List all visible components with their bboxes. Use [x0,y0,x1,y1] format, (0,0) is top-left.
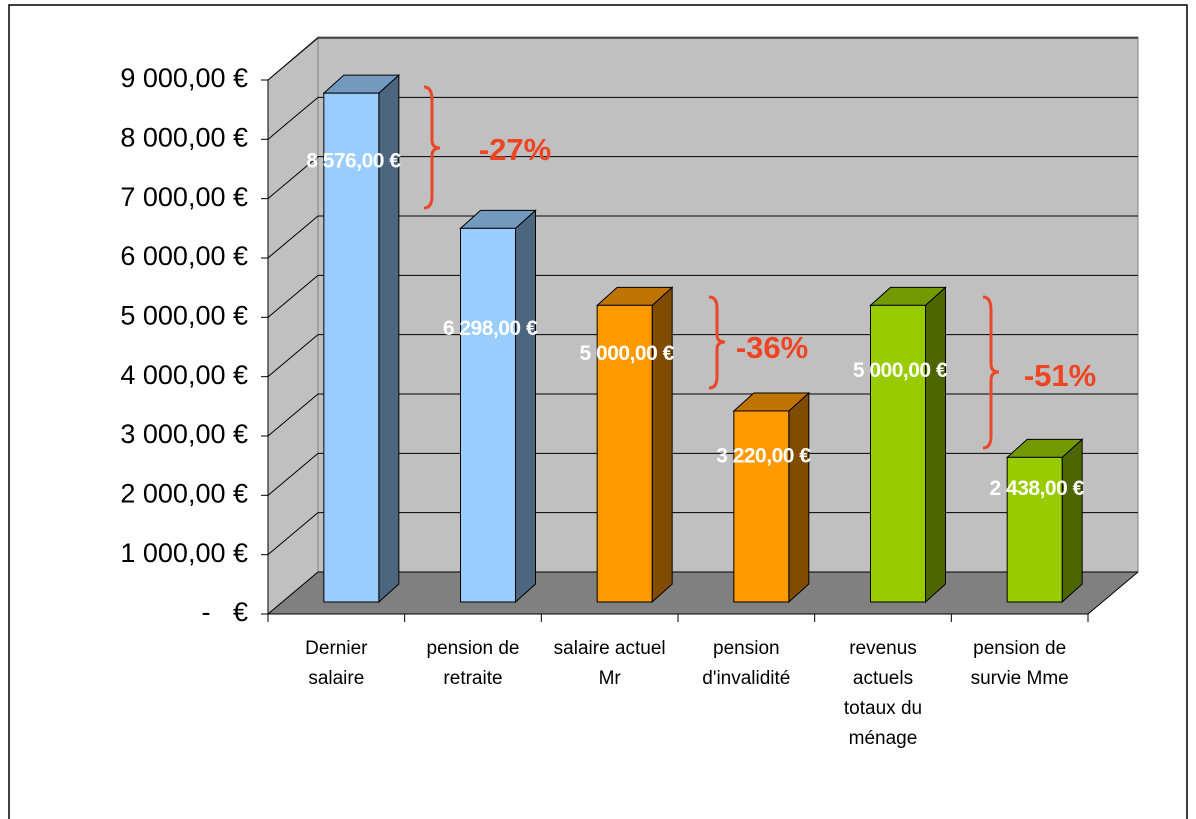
bar-side [651,286,673,604]
brace [982,295,1000,450]
bar-front [733,410,790,603]
grid-line [267,452,319,496]
brace [423,85,441,210]
annotation: -27% [479,132,551,167]
grid-line [267,156,319,200]
x-tick-label: pension de survie Mme [970,638,1069,689]
bar [732,391,811,604]
bar-side [1061,438,1083,604]
grid-line [267,274,319,318]
bar [322,74,401,604]
grid-line [267,393,319,437]
value-label: 3 220,00 € [716,444,811,467]
y-tick-label: 9 000,00 € [120,63,248,93]
bar [595,286,674,604]
x-tick-label: salaire actuel Mr [553,638,666,689]
bar-front [323,92,380,603]
braces [423,85,1000,450]
grid-line [267,512,319,556]
y-tick-label: 7 000,00 € [120,182,248,212]
y-tick-label: 3 000,00 € [120,419,248,449]
side-wall [267,35,319,616]
x-tick-label: Dernier salaire [305,638,368,689]
grid-line [267,334,319,378]
bar-front [1006,456,1063,603]
y-tick-label: 4 000,00 € [120,360,248,390]
value-label: 5 000,00 € [580,342,675,365]
floor-edge [1087,571,1139,615]
y-tick-label: - € [201,597,248,627]
grid-line [267,571,319,615]
bar [869,286,947,604]
x-tick-label: pension d'invalidité [702,638,791,689]
y-tick-label: 8 000,00 € [120,122,248,152]
y-tick-label: 5 000,00 € [120,300,248,330]
grid-line [267,96,319,140]
grid-line [267,215,319,259]
x-tick-label: revenus actuels totaux du ménage [843,638,923,749]
value-label: 6 298,00 € [443,317,538,340]
bar [1005,438,1084,604]
grid [267,37,1138,615]
bar-front [460,227,516,603]
bar [459,209,537,604]
y-tick-label: 2 000,00 € [120,478,248,508]
annotation: -51% [1024,358,1096,393]
brace [708,295,726,390]
bar-side [788,391,810,604]
bar-side [515,209,536,604]
annotation: -36% [736,330,808,365]
grid-line [267,37,319,81]
bar-side [925,286,946,604]
value-label: 2 438,00 € [990,477,1085,500]
value-label: 5 000,00 € [853,359,948,382]
chart-border [8,4,1188,819]
bars [322,74,1084,604]
value-label: 8 576,00 € [306,150,401,173]
y-tick-label: 1 000,00 € [120,538,248,568]
bar-front [870,304,926,603]
y-tick-label: 6 000,00 € [120,241,248,271]
x-tick-label: pension de retraite [426,638,520,689]
bar-front [596,304,653,603]
